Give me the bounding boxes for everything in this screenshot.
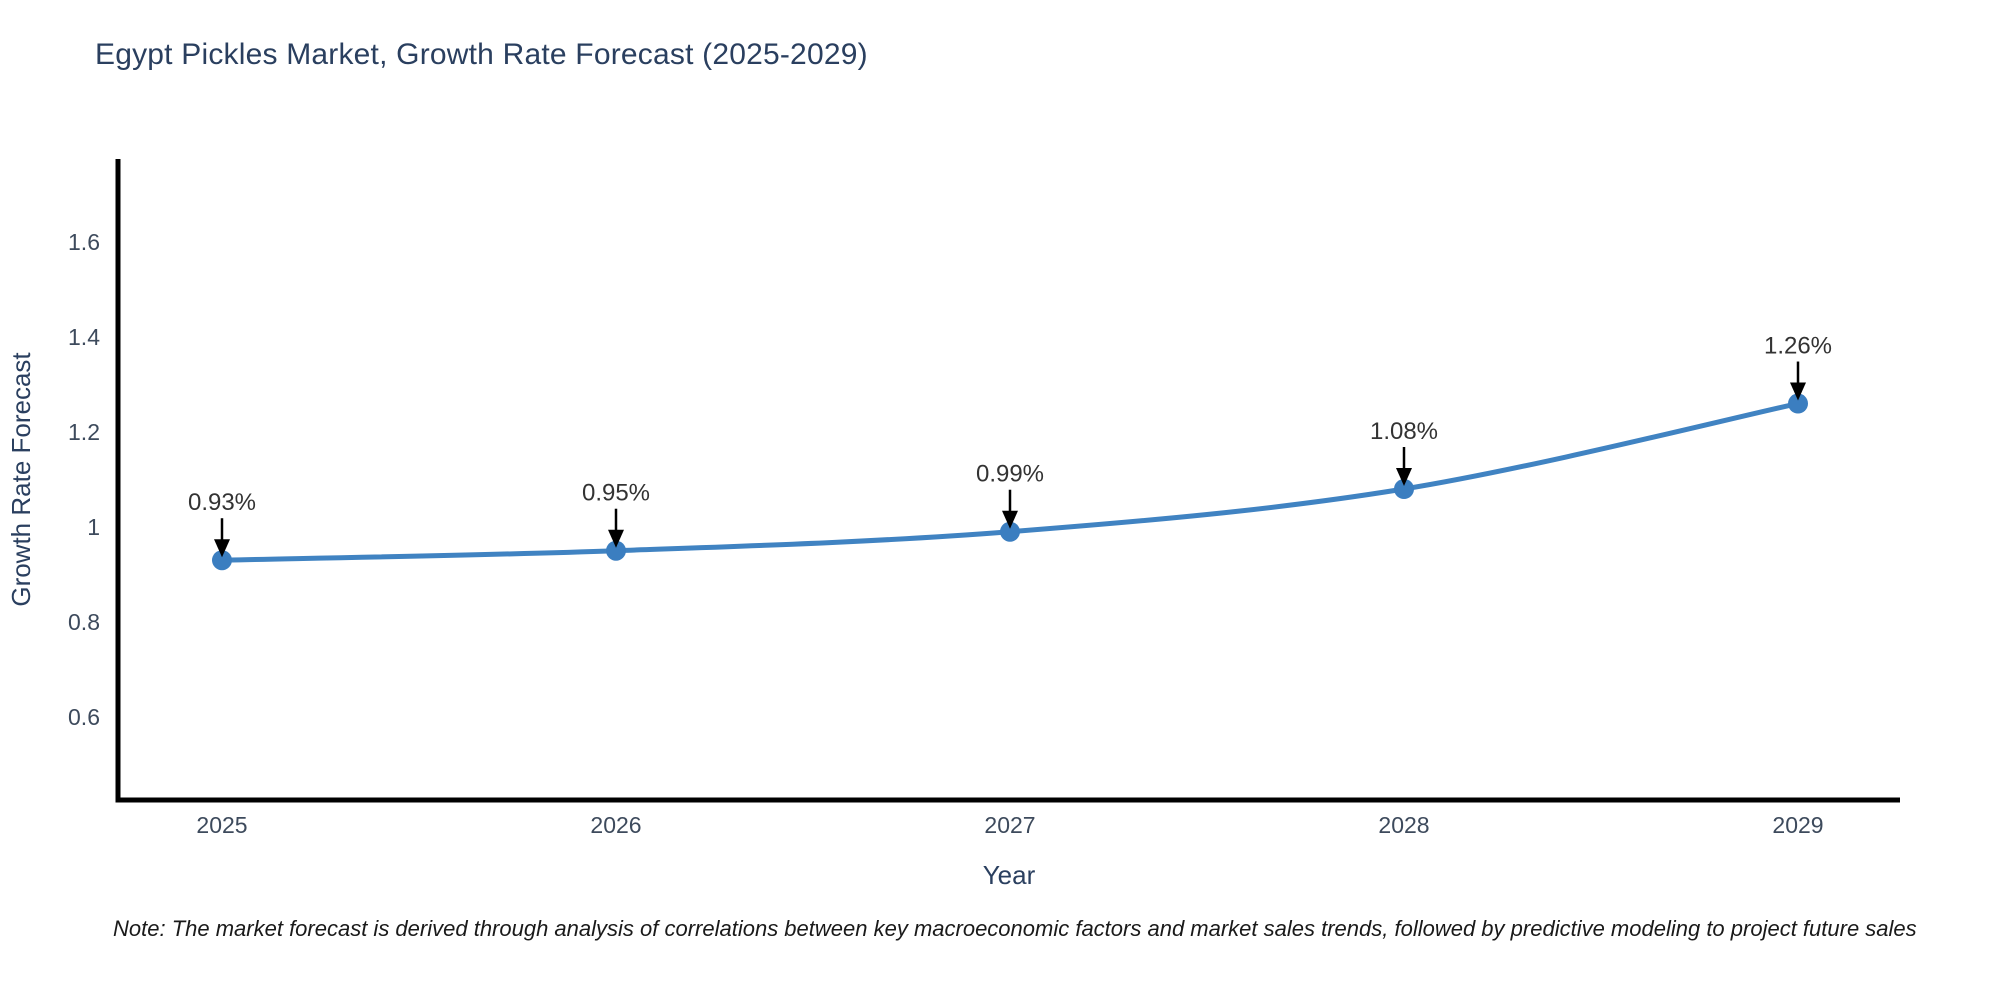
- annotation-arrowhead-icon: [1396, 467, 1412, 486]
- y-tick-label: 0.6: [68, 704, 100, 730]
- x-tick-label: 2027: [984, 812, 1035, 838]
- x-tick-label: 2029: [1772, 812, 1823, 838]
- chart-title: Egypt Pickles Market, Growth Rate Foreca…: [95, 38, 868, 71]
- point-value-label: 0.95%: [582, 480, 650, 507]
- annotation-arrowhead-icon: [1002, 510, 1018, 529]
- y-axis-title: Growth Rate Forecast: [6, 352, 36, 607]
- x-axis-title: Year: [983, 860, 1036, 890]
- data-point-2025: [212, 550, 232, 571]
- data-point-2028: [1394, 478, 1414, 499]
- growth-rate-forecast-line-chart: 0.6 0.8 1 1.2 1.4 1.6 2025 2026 2027 2028 2029 Year…: [6, 159, 1900, 890]
- x-tick-label: 2028: [1378, 812, 1429, 838]
- y-tick-label: 1.6: [68, 229, 100, 255]
- x-tick-label: 2025: [196, 812, 247, 838]
- y-tick-label: 1.4: [68, 324, 100, 350]
- point-value-label: 1.26%: [1764, 333, 1832, 360]
- data-point-2026: [606, 540, 626, 561]
- data-point-2027: [1000, 521, 1020, 542]
- annotation-arrowhead-icon: [1790, 382, 1806, 401]
- point-value-label: 0.99%: [976, 461, 1044, 488]
- annotation-arrowhead-icon: [608, 529, 624, 548]
- point-value-label: 1.08%: [1370, 418, 1438, 445]
- x-tick-label: 2026: [590, 812, 641, 838]
- annotation-arrowhead-icon: [214, 539, 230, 558]
- y-tick-label: 1.2: [68, 419, 100, 445]
- y-tick-label: 1: [87, 514, 100, 540]
- y-tick-label: 0.8: [68, 609, 100, 635]
- point-value-label: 0.93%: [188, 489, 256, 516]
- data-point-2029: [1788, 393, 1808, 414]
- footnote: Note: The market forecast is derived thr…: [113, 916, 1917, 941]
